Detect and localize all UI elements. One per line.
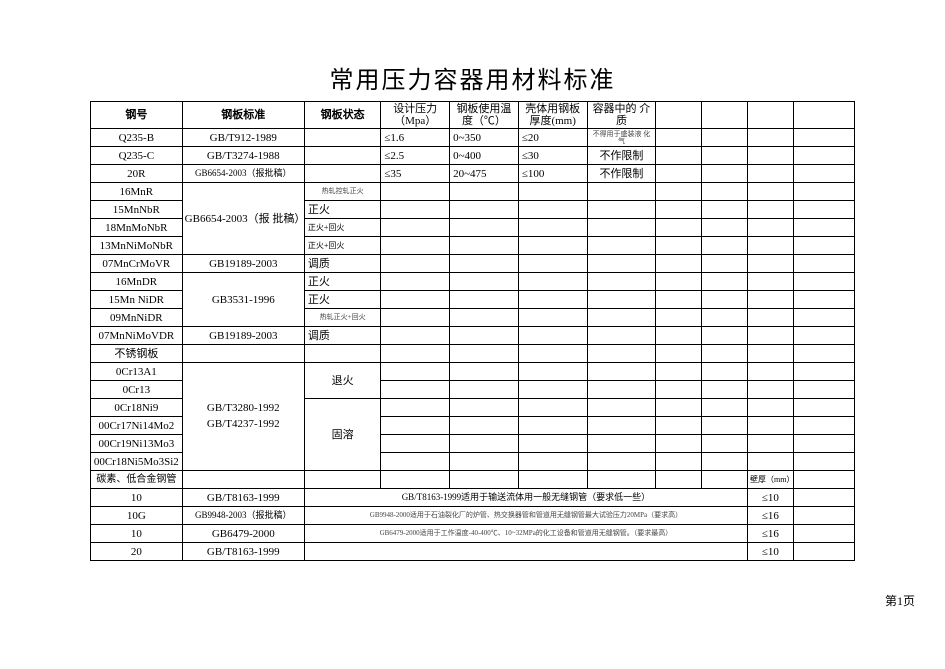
- cell-std: GB19189-2003: [182, 255, 304, 273]
- cell-note-wide: GB/T8163-1999适用于输送流体用一般无缝钢管（要求低一些）: [304, 489, 747, 507]
- table-row: 07MnCrMoVR GB19189-2003 调质: [91, 255, 855, 273]
- cell-thick: ≤30: [518, 147, 587, 165]
- col-empty-3: [747, 102, 793, 129]
- cell-thick: ≤100: [518, 165, 587, 183]
- cell-temp: 0~400: [450, 147, 519, 165]
- cell-wall: ≤10: [747, 489, 793, 507]
- cell-state: 正火+回火: [304, 219, 380, 237]
- col-shell-thickness: 壳体用钢板 厚度(mm): [518, 102, 587, 129]
- cell-steel: 10: [91, 525, 183, 543]
- col-vessel-medium: 容器中的 介质: [587, 102, 656, 129]
- cell-wall: ≤16: [747, 525, 793, 543]
- cell-steel: 15Mn NiDR: [91, 291, 183, 309]
- cell-thick: ≤20: [518, 129, 587, 147]
- cell-steel: 16MnDR: [91, 273, 183, 291]
- col-wall-thickness: 壁厚（mm）: [747, 471, 793, 489]
- cell-steel: 00Cr18Ni5Mo3Si2: [91, 453, 183, 471]
- cell-steel: 10G: [91, 507, 183, 525]
- cell-press: ≤2.5: [381, 147, 450, 165]
- page-number: 第1页: [885, 592, 915, 609]
- cell-state: 调质: [304, 255, 380, 273]
- cell-wall: ≤10: [747, 543, 793, 561]
- cell-steel: Q235-B: [91, 129, 183, 147]
- cell-medium: 不作限制: [587, 165, 656, 183]
- cell-steel: 20: [91, 543, 183, 561]
- section-row-carbon: 碳素、低合金钢管 壁厚（mm）: [91, 471, 855, 489]
- table-row: 20R GB6654-2003（报批稿） ≤35 20~475 ≤100 不作限…: [91, 165, 855, 183]
- header-row: 钢号 钢板标准 钢板状态 设计压力 （Mpa） 钢板使用温 度（℃） 壳体用钢板…: [91, 102, 855, 129]
- table-row: 10G GB9948-2003（报批稿） GB9948-2000适用于石油裂化厂…: [91, 507, 855, 525]
- col-use-temp: 钢板使用温 度（℃）: [450, 102, 519, 129]
- cell-steel: 13MnNiMoNbR: [91, 237, 183, 255]
- cell-steel: 09MnNiDR: [91, 309, 183, 327]
- cell-std: GB6654-2003（报批稿）: [182, 165, 304, 183]
- cell-std: GB/T8163-1999: [182, 543, 304, 561]
- table-row: 16MnR GB6654-2003（报 批稿） 热轧控轧正火: [91, 183, 855, 201]
- cell-steel: 15MnNbR: [91, 201, 183, 219]
- cell-std-merged: GB/T3280-1992 GB/T4237-1992: [182, 363, 304, 471]
- cell-steel: 00Cr19Ni13Mo3: [91, 435, 183, 453]
- cell-steel: 20R: [91, 165, 183, 183]
- cell-steel: 0Cr13A1: [91, 363, 183, 381]
- cell-state: 热轧正火+回火: [304, 309, 380, 327]
- table-row: 10 GB6479-2000 GB6479-2000适用于工作温度-40-400…: [91, 525, 855, 543]
- cell-state-merged: 固溶: [304, 399, 380, 471]
- cell-temp: 20~475: [450, 165, 519, 183]
- cell-std: GB/T8163-1999: [182, 489, 304, 507]
- cell-state: 调质: [304, 327, 380, 345]
- col-empty-1: [656, 102, 702, 129]
- cell-state-merged: 退火: [304, 363, 380, 399]
- cell-medium: 不得用于盛装液 化气: [587, 129, 656, 147]
- cell-press: ≤35: [381, 165, 450, 183]
- cell-steel: 16MnR: [91, 183, 183, 201]
- table-row: Q235-B GB/T912-1989 ≤1.6 0~350 ≤20 不得用于盛…: [91, 129, 855, 147]
- cell-state: 正火+回火: [304, 237, 380, 255]
- cell-wall: ≤16: [747, 507, 793, 525]
- cell-steel: 00Cr17Ni14Mo2: [91, 417, 183, 435]
- col-plate-state: 钢板状态: [304, 102, 380, 129]
- cell-steel: 07MnNiMoVDR: [91, 327, 183, 345]
- cell-note-wide: GB9948-2000适用于石油裂化厂的炉管、热交换器管和管道用无缝钢管最大试验…: [304, 507, 747, 525]
- cell-std: GB19189-2003: [182, 327, 304, 345]
- col-empty-2: [702, 102, 748, 129]
- cell-state: 正火: [304, 291, 380, 309]
- cell-std-merged: GB3531-1996: [182, 273, 304, 327]
- table-row: Q235-C GB/T3274-1988 ≤2.5 0~400 ≤30 不作限制: [91, 147, 855, 165]
- cell-std: GB9948-2003（报批稿）: [182, 507, 304, 525]
- col-design-pressure: 设计压力 （Mpa）: [381, 102, 450, 129]
- col-empty-4: [793, 102, 854, 129]
- cell-std-merged: GB6654-2003（报 批稿）: [182, 183, 304, 255]
- table-row: 16MnDR GB3531-1996 正火: [91, 273, 855, 291]
- table-row: 07MnNiMoVDR GB19189-2003 调质: [91, 327, 855, 345]
- section-header: 碳素、低合金钢管: [91, 471, 183, 489]
- cell-std: GB/T3274-1988: [182, 147, 304, 165]
- cell-std: GB/T912-1989: [182, 129, 304, 147]
- col-steel-no: 钢号: [91, 102, 183, 129]
- cell-steel: 18MnMoNbR: [91, 219, 183, 237]
- cell-state: [304, 129, 380, 147]
- cell-medium: 不作限制: [587, 147, 656, 165]
- table-row: 20 GB/T8163-1999 ≤10: [91, 543, 855, 561]
- cell-steel: 10: [91, 489, 183, 507]
- cell-steel: Q235-C: [91, 147, 183, 165]
- cell-press: ≤1.6: [381, 129, 450, 147]
- cell-temp: 0~350: [450, 129, 519, 147]
- section-row-stainless: 不锈钢板: [91, 345, 855, 363]
- cell-state: 正火: [304, 201, 380, 219]
- cell-steel: 07MnCrMoVR: [91, 255, 183, 273]
- cell-steel: 0Cr18Ni9: [91, 399, 183, 417]
- cell-note-wide: GB6479-2000适用于工作温度-40-400℃、10~32MPa的化工设备…: [304, 525, 747, 543]
- document-title: 常用压力容器用材料标准: [90, 60, 855, 95]
- cell-steel: 0Cr13: [91, 381, 183, 399]
- cell-state: 正火: [304, 273, 380, 291]
- section-header: 不锈钢板: [91, 345, 183, 363]
- col-plate-std: 钢板标准: [182, 102, 304, 129]
- table-row: 10 GB/T8163-1999 GB/T8163-1999适用于输送流体用一般…: [91, 489, 855, 507]
- table-row: 0Cr13A1 GB/T3280-1992 GB/T4237-1992 退火: [91, 363, 855, 381]
- cell-std: GB6479-2000: [182, 525, 304, 543]
- material-standards-table: 钢号 钢板标准 钢板状态 设计压力 （Mpa） 钢板使用温 度（℃） 壳体用钢板…: [90, 101, 855, 561]
- cell-state: 热轧控轧正火: [304, 183, 380, 201]
